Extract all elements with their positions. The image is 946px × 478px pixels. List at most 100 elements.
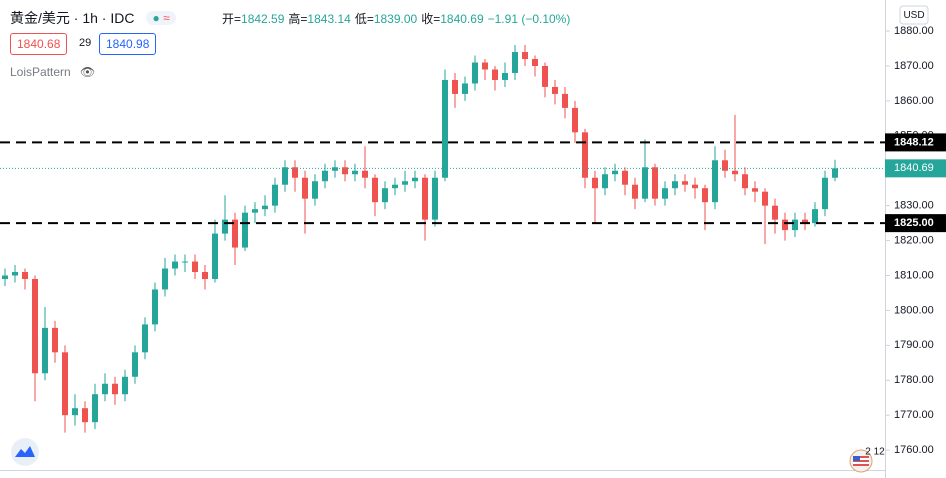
last-price-box bbox=[885, 159, 946, 178]
ohlc-value: 1839.00 bbox=[373, 12, 418, 26]
candle-body bbox=[172, 261, 178, 269]
candle-body bbox=[272, 184, 278, 206]
candle-body bbox=[672, 181, 678, 189]
candle-body bbox=[762, 191, 768, 206]
legend-header: 黄金/美元 · 1h · IDC ● ≈ bbox=[10, 8, 176, 28]
candle-body bbox=[222, 219, 228, 234]
corner-label: 2 12 bbox=[865, 447, 885, 458]
candle-body bbox=[532, 59, 538, 66]
y-tick-label: 1870.00 bbox=[894, 60, 934, 72]
candles bbox=[2, 45, 838, 433]
price-label: 1825.00 bbox=[894, 217, 934, 229]
candle-body bbox=[352, 170, 358, 175]
candle-body bbox=[202, 272, 208, 279]
ohlc-label: 收= bbox=[421, 12, 441, 26]
ohlc-value: 1840.69 bbox=[440, 12, 484, 26]
candle-body bbox=[602, 174, 608, 189]
candle-body bbox=[702, 188, 708, 203]
candle-body bbox=[462, 83, 468, 94]
y-tick-label: 1770.00 bbox=[894, 409, 934, 421]
candle-body bbox=[72, 408, 78, 416]
candle-body bbox=[262, 205, 268, 210]
candle-body bbox=[12, 272, 18, 276]
spread: 29 bbox=[79, 37, 92, 49]
candle-body bbox=[292, 167, 298, 178]
candle-body bbox=[472, 62, 478, 84]
candle-body bbox=[542, 65, 548, 87]
candle-body bbox=[742, 174, 748, 189]
y-tick-label: 1880.00 bbox=[894, 25, 934, 37]
candle-body bbox=[82, 408, 88, 423]
candle-body bbox=[212, 233, 218, 279]
candle-body bbox=[502, 72, 508, 80]
candle-body bbox=[822, 177, 828, 210]
candle-body bbox=[2, 275, 8, 279]
candle-body bbox=[252, 209, 258, 213]
candle-body bbox=[652, 167, 658, 199]
change: −1.91 (−0.10%) bbox=[487, 12, 571, 26]
candle-body bbox=[92, 394, 98, 423]
candle-body bbox=[192, 261, 198, 273]
currency-box[interactable] bbox=[899, 5, 929, 25]
candle-body bbox=[52, 327, 58, 353]
candle-body bbox=[142, 324, 148, 353]
ohlc-value: 1843.14 bbox=[307, 12, 351, 26]
candle-body bbox=[402, 181, 408, 185]
candle-body bbox=[732, 170, 738, 175]
ohlc-label: 低= bbox=[354, 12, 374, 26]
status-icons[interactable]: ● ≈ bbox=[146, 11, 176, 25]
y-tick-label: 1800.00 bbox=[894, 304, 934, 316]
indicator-name[interactable]: LoisPattern bbox=[10, 65, 71, 79]
candle-body bbox=[772, 205, 778, 220]
bid[interactable]: 1840.68 bbox=[10, 33, 68, 55]
price-label-box bbox=[885, 214, 946, 233]
candle-body bbox=[382, 188, 388, 203]
candle-body bbox=[112, 383, 118, 395]
candle-body bbox=[182, 261, 188, 263]
candle-body bbox=[572, 107, 578, 133]
candle-body bbox=[482, 62, 488, 70]
candle-body bbox=[342, 167, 348, 175]
candle-body bbox=[362, 170, 368, 178]
candle-body bbox=[32, 278, 38, 374]
candle-body bbox=[392, 184, 398, 189]
candle-body bbox=[132, 352, 138, 377]
indicator: LoisPattern 👁 bbox=[10, 65, 96, 79]
candle-body bbox=[792, 219, 798, 231]
candle-body bbox=[612, 170, 618, 175]
candle-body bbox=[312, 181, 318, 199]
candle-body bbox=[682, 181, 688, 185]
candle-body bbox=[552, 86, 558, 94]
price-label-box bbox=[885, 133, 946, 152]
ohlc-legend: 开=1842.59 高=1843.14 低=1839.00 收=1840.69 −1.9… bbox=[222, 10, 574, 27]
ask[interactable]: 1840.98 bbox=[99, 33, 157, 55]
candle-body bbox=[662, 188, 668, 199]
candle-body bbox=[802, 219, 808, 224]
candle-body bbox=[162, 268, 168, 290]
candle-body bbox=[562, 93, 568, 108]
currency: USD bbox=[903, 10, 924, 21]
candle-body bbox=[722, 160, 728, 171]
candle-body bbox=[332, 167, 338, 171]
candle-body bbox=[122, 376, 128, 395]
y-tick-label: 1780.00 bbox=[894, 374, 934, 386]
candle-body bbox=[582, 132, 588, 178]
candle-body bbox=[22, 272, 28, 279]
candle-body bbox=[42, 327, 48, 374]
candle-body bbox=[62, 352, 68, 416]
candle-body bbox=[832, 168, 838, 178]
y-tick-label: 1820.00 bbox=[894, 234, 934, 246]
flag-icon bbox=[849, 449, 873, 473]
candle-body bbox=[322, 170, 328, 182]
candle-body bbox=[232, 219, 238, 248]
y-tick-label: 1790.00 bbox=[894, 339, 934, 351]
candle-body bbox=[282, 167, 288, 185]
symbol-title[interactable]: 黄金/美元 · 1h · IDC bbox=[10, 10, 135, 26]
y-tick-label: 1860.00 bbox=[894, 95, 934, 107]
ohlc-label: 高= bbox=[288, 12, 308, 26]
last-price-label: 1840.69 bbox=[894, 162, 934, 174]
candle-body bbox=[432, 177, 438, 220]
candle-body bbox=[452, 79, 458, 94]
candle-body bbox=[712, 160, 718, 203]
